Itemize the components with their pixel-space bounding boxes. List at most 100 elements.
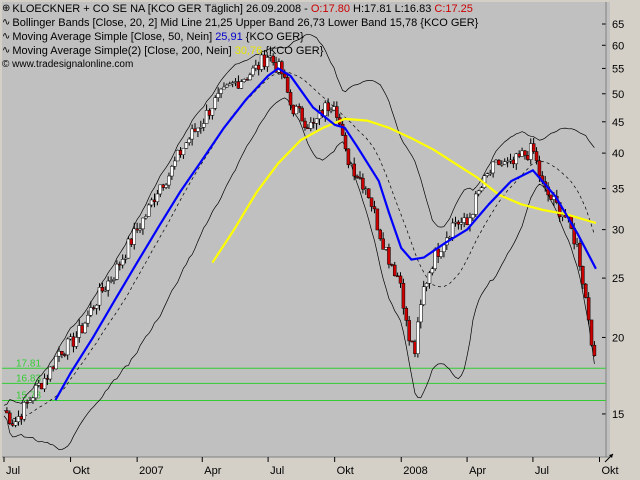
candle-body xyxy=(54,355,58,370)
candle-body xyxy=(36,383,41,386)
candle-body xyxy=(474,193,478,215)
bollinger-mid xyxy=(3,71,595,420)
candle-body xyxy=(181,147,186,155)
x-axis: Jul Okt 2007 Apr Jul Okt 2008 Apr Jul Okt xyxy=(2,456,619,477)
candle-body xyxy=(335,106,339,118)
bollinger-label: Bollinger Bands [Close, 20, 2] Mid Line … xyxy=(12,17,479,30)
bollinger-legend: ∿ Bollinger Bands [Close, 20, 2] Mid Line… xyxy=(2,16,478,30)
candle-body xyxy=(366,188,371,199)
candle-body xyxy=(120,259,125,266)
x-tick-label: Jul xyxy=(270,465,284,477)
candle-body xyxy=(410,340,414,343)
candle-body xyxy=(94,304,99,309)
bollinger-lower xyxy=(3,97,595,450)
candle-body xyxy=(193,128,197,132)
candle-body xyxy=(129,238,134,245)
guide-line-label: 16.83 xyxy=(16,373,41,384)
candle-body xyxy=(500,163,504,166)
candle-body xyxy=(358,177,362,179)
candle-body xyxy=(77,325,81,338)
close-value: C:17.25 xyxy=(434,3,473,16)
candle-body xyxy=(497,159,501,165)
candle-body xyxy=(201,123,206,128)
candle-body xyxy=(505,160,510,163)
ma50-label: Moving Average Simple [Close, 50, Nein] xyxy=(12,31,216,44)
x-tick-label: 2007 xyxy=(139,465,163,477)
candle-body xyxy=(146,204,151,217)
candle-body xyxy=(13,421,18,426)
title-line: ⊕ KLOECKNER + CO SE NA [KCO GER Täglich] … xyxy=(2,2,478,16)
candle-body xyxy=(309,122,313,129)
candle-body xyxy=(436,248,440,257)
ma200-suffix: {KCO GER} xyxy=(262,45,324,58)
candle-body xyxy=(282,73,287,78)
candle-body xyxy=(280,61,284,75)
candle-body xyxy=(514,153,519,165)
candle-body xyxy=(361,177,365,190)
candle-body xyxy=(42,378,47,390)
candle-body xyxy=(39,383,44,390)
candle-body xyxy=(19,416,24,420)
candle-icon: ⊕ xyxy=(2,3,11,15)
candle-body xyxy=(155,193,160,202)
candle-body xyxy=(109,280,113,282)
candle-body xyxy=(529,143,533,160)
candle-body xyxy=(459,222,464,225)
candle-body xyxy=(132,228,136,245)
chart-header: ⊕ KLOECKNER + CO SE NA [KCO GER Täglich] … xyxy=(2,2,478,72)
candles xyxy=(5,50,597,428)
candle-body xyxy=(392,264,397,277)
ma200-line xyxy=(211,117,597,264)
candle-body xyxy=(210,108,215,116)
candle-body xyxy=(175,150,180,162)
x-tick-label: Okt xyxy=(337,465,354,477)
candle-body xyxy=(578,242,582,267)
candle-body xyxy=(456,221,461,225)
candle-body xyxy=(526,155,530,160)
candle-body xyxy=(326,102,330,111)
candle-body xyxy=(427,272,432,284)
candle-body xyxy=(421,286,426,305)
candle-body xyxy=(560,214,565,218)
candle-body xyxy=(462,217,466,223)
candle-body xyxy=(251,67,255,76)
open-value: O:17.80 xyxy=(310,3,350,16)
candle-body xyxy=(219,88,223,94)
y-tick-label: 55 xyxy=(612,63,624,75)
y-tick-label: 40 xyxy=(612,148,624,160)
candle-body xyxy=(31,397,35,401)
guide-lines: 17.81 16.83 15.78 xyxy=(2,358,606,401)
candle-body xyxy=(314,118,319,124)
candle-body xyxy=(8,412,12,424)
candle-body xyxy=(439,251,443,257)
candle-body xyxy=(196,127,200,132)
candle-body xyxy=(57,351,61,357)
candle-body xyxy=(22,402,27,420)
candle-body xyxy=(164,184,168,188)
x-tick-label: Apr xyxy=(204,465,221,477)
candle-body xyxy=(86,314,90,324)
y-tick-label: 15 xyxy=(612,409,624,421)
candle-body xyxy=(534,151,539,161)
candle-body xyxy=(419,304,423,323)
candle-body xyxy=(442,244,446,253)
candle-body xyxy=(340,123,345,136)
candle-body xyxy=(378,229,382,240)
candle-body xyxy=(213,97,218,109)
candle-body xyxy=(245,79,249,81)
candle-body xyxy=(5,410,9,414)
candle-body xyxy=(502,161,507,165)
ma200-legend: ∿ Moving Average Simple(2) [Close, 200, N… xyxy=(2,44,478,58)
candle-body xyxy=(216,93,220,98)
candle-body xyxy=(63,354,67,356)
candle-body xyxy=(479,187,484,192)
candle-body xyxy=(16,416,21,422)
candle-body xyxy=(173,160,177,167)
candle-body xyxy=(549,194,553,200)
candle-body xyxy=(447,236,452,239)
candle-body xyxy=(450,222,455,238)
candle-body xyxy=(184,142,189,149)
ma50-path xyxy=(54,67,597,401)
y-tick-label: 50 xyxy=(612,89,624,101)
candle-body xyxy=(401,282,406,309)
